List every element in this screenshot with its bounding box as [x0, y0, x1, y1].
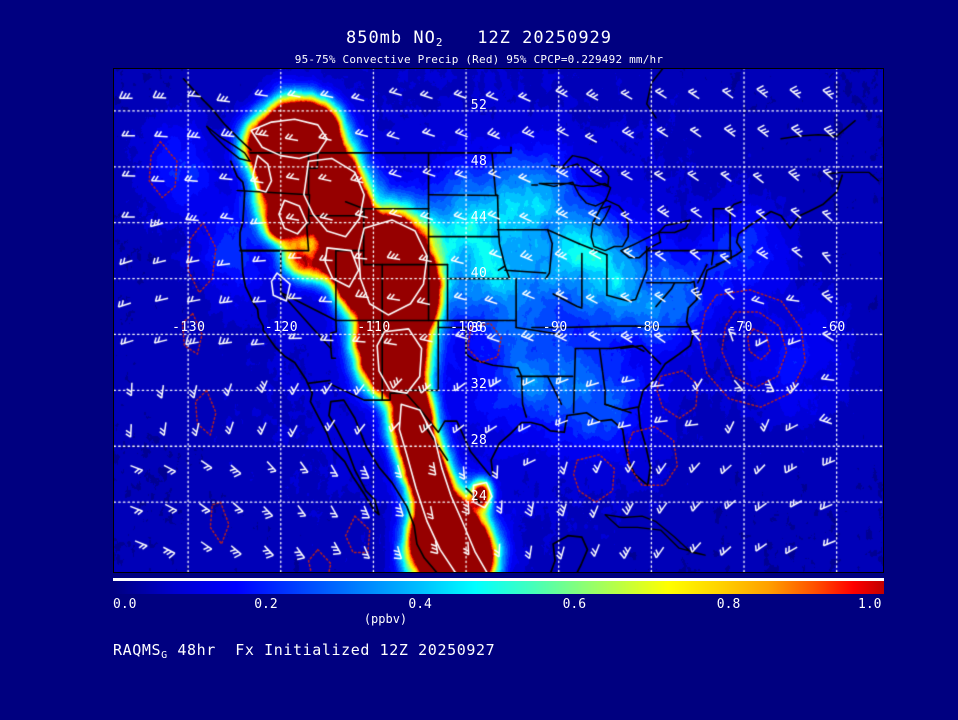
figure-subtitle: 95-75% Convective Precip (Red) 95% CPCP=… — [294, 53, 664, 66]
no2-heatmap-canvas — [114, 69, 883, 572]
colorbar-tick: 0.4 — [408, 597, 432, 612]
map-panel: -130 -120 -110 -100 -90 -80 -70 -60 52 48 44 40 36 32… — [113, 68, 884, 573]
colorbar-tick: 0.8 — [716, 597, 741, 612]
figure-title: 850mb NO2 12Z 20250929 — [0, 28, 958, 49]
colorbar-tick-labels: 0.0 0.2 0.4 0.6 0.8 1.0 — [113, 597, 884, 617]
colorbar-tick: 0.6 — [562, 597, 587, 612]
colorbar-tick: 0.2 — [254, 597, 278, 612]
figure-title-species: 850mb NO — [345, 28, 436, 48]
model-run-caption: RAQMSG 48hr Fx Initialized 12Z 20250927 — [113, 641, 495, 661]
colorbar-units-label: (ppbv) — [363, 612, 408, 626]
model-name: RAQMS — [113, 641, 162, 659]
model-run-text: 48hr Fx Initialized 12Z 20250927 — [167, 641, 496, 659]
model-subscript: G — [161, 650, 168, 661]
colorbar-tick: 0.0 — [113, 597, 137, 612]
colorbar-gradient — [113, 581, 884, 594]
colorbar-panel: 0.0 0.2 0.4 0.6 0.8 1.0 — [113, 578, 884, 617]
colorbar-top-rule — [113, 578, 884, 581]
figure-title-subscript: 2 — [435, 36, 444, 49]
colorbar-tick: 1.0 — [858, 597, 882, 612]
figure-title-valid-time: 12Z 20250929 — [477, 28, 613, 48]
